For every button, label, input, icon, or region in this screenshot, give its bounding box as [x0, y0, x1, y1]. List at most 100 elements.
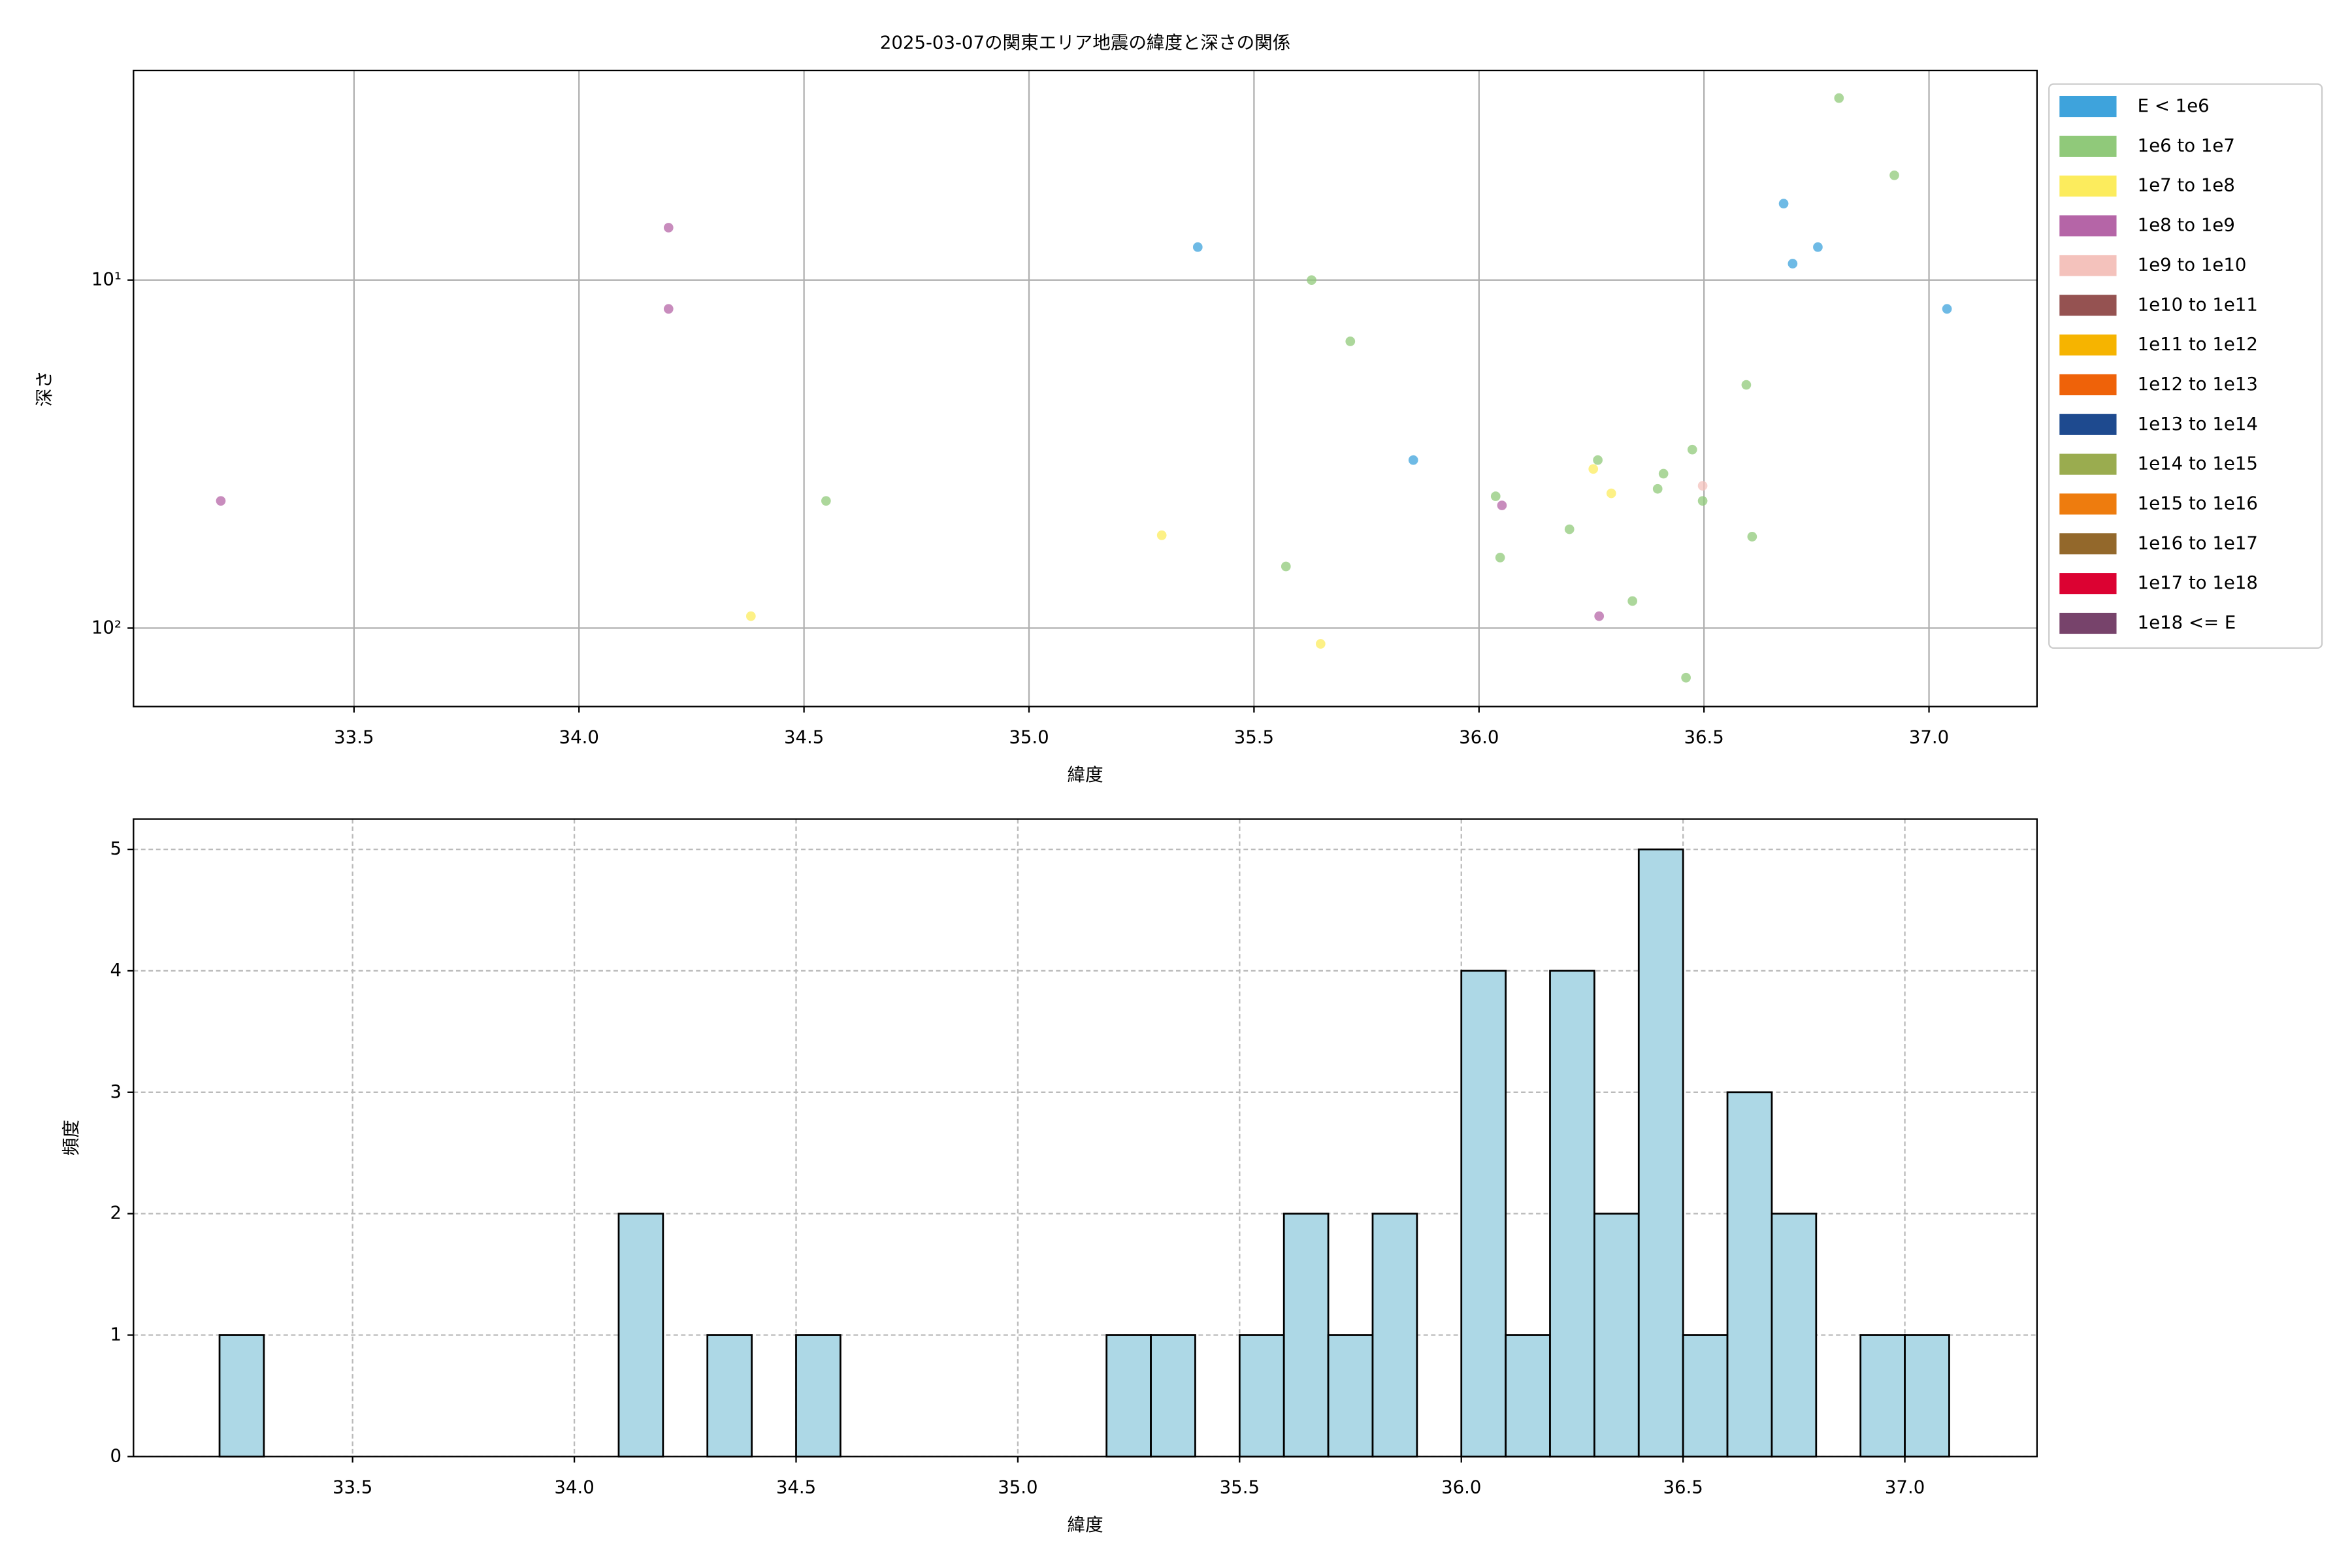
point [1156, 530, 1167, 540]
y-tick-label: 3 [110, 1081, 122, 1102]
point [1697, 481, 1708, 491]
point [1495, 553, 1505, 563]
bar [795, 1334, 841, 1458]
legend-label: 1e11 to 1e12 [2138, 334, 2258, 355]
axes-frame [133, 69, 2038, 708]
x-tick-label: 35.0 [1009, 727, 1049, 748]
point [1307, 275, 1316, 286]
legend-label: 1e7 to 1e8 [2138, 175, 2235, 196]
legend-swatch [2059, 612, 2117, 634]
point [1687, 444, 1697, 455]
y-axis-label: 深さ [34, 370, 55, 406]
point [1697, 496, 1708, 506]
bar [1460, 970, 1507, 1458]
legend-label: 1e10 to 1e11 [2138, 294, 2258, 315]
bar [706, 1334, 753, 1458]
legend-label: 1e15 to 1e16 [2138, 493, 2258, 514]
x-tick-label: 33.5 [334, 727, 374, 748]
x-tick-label: 35.0 [998, 1477, 1037, 1498]
x-tick-label: 34.0 [559, 727, 599, 748]
y-axis-label: 頻度 [61, 1120, 82, 1156]
legend-label: 1e8 to 1e9 [2138, 215, 2235, 236]
bar [1726, 1091, 1773, 1458]
y-tick-label: 1 [110, 1324, 122, 1345]
legend-swatch [2059, 493, 2117, 515]
bar [1859, 1334, 1906, 1458]
point [1813, 242, 1823, 252]
x-tick-label: 35.5 [1234, 727, 1274, 748]
legend-label: 1e9 to 1e10 [2138, 254, 2247, 275]
legend-swatch [2059, 255, 2117, 276]
bar [1682, 1334, 1729, 1458]
point [663, 304, 674, 314]
y-tick-label: 10² [91, 617, 122, 638]
point [1741, 380, 1752, 390]
point [1594, 611, 1605, 621]
legend-swatch [2059, 215, 2117, 237]
x-tick-label: 37.0 [1909, 727, 1949, 748]
x-tick-label: 36.0 [1459, 727, 1499, 748]
point [1281, 561, 1291, 572]
x-tick-label: 34.0 [554, 1477, 594, 1498]
bar [1505, 1334, 1551, 1458]
legend-swatch [2059, 453, 2117, 475]
point [1747, 532, 1757, 542]
point [1834, 93, 1844, 103]
legend-swatch [2059, 95, 2117, 118]
legend-swatch [2059, 135, 2117, 157]
bar [617, 1213, 664, 1458]
legend-swatch [2059, 414, 2117, 435]
point [1788, 259, 1798, 269]
legend-label: 1e16 to 1e17 [2138, 532, 2258, 553]
y-tick-label: 0 [110, 1445, 122, 1466]
bar [1238, 1334, 1285, 1458]
legend-swatch [2059, 533, 2117, 555]
x-tick-label: 35.5 [1220, 1477, 1260, 1498]
legend-swatch [2059, 335, 2117, 356]
point [216, 496, 226, 506]
legend-label: 1e17 to 1e18 [2138, 572, 2258, 593]
point [1606, 488, 1616, 498]
bar [1593, 1213, 1640, 1458]
x-tick-label: 36.0 [1441, 1477, 1481, 1498]
point [1192, 242, 1203, 252]
bar [1150, 1334, 1196, 1458]
legend-label: E < 1e6 [2138, 95, 2210, 116]
x-axis-label: 緯度 [1068, 1514, 1103, 1535]
bar [1904, 1334, 1950, 1458]
x-tick-label: 36.5 [1663, 1477, 1703, 1498]
legend-swatch [2059, 295, 2117, 316]
point [821, 496, 831, 506]
bar [1637, 848, 1684, 1458]
y-tick-label: 4 [110, 960, 122, 981]
x-tick-label: 34.5 [776, 1477, 816, 1498]
bar [218, 1334, 265, 1458]
point [1652, 483, 1663, 494]
bar [1549, 970, 1595, 1458]
x-tick-label: 33.5 [333, 1477, 372, 1498]
x-tick-label: 36.5 [1684, 727, 1723, 748]
point [1889, 170, 1899, 180]
point [1588, 464, 1599, 474]
bar [1771, 1213, 1818, 1458]
point [1497, 500, 1507, 510]
axes-frame [133, 818, 2038, 1458]
legend-label: 1e13 to 1e14 [2138, 414, 2258, 434]
y-tick-label: 2 [110, 1203, 122, 1224]
y-tick-label: 5 [110, 838, 122, 859]
point [745, 611, 756, 621]
legend-box [2048, 83, 2323, 649]
point [663, 223, 674, 233]
point [1490, 491, 1501, 501]
chart-title: 2025-03-07の関東エリア地震の緯度と深さの関係 [880, 33, 1290, 54]
point [1408, 455, 1418, 465]
point [1942, 304, 1952, 314]
point [1658, 468, 1669, 479]
legend-label: 1e18 <= E [2138, 612, 2236, 633]
point [1681, 672, 1691, 683]
legend-label: 1e12 to 1e13 [2138, 374, 2258, 395]
bar [1327, 1334, 1374, 1458]
y-tick-label: 10¹ [91, 269, 122, 290]
point [1593, 455, 1603, 465]
